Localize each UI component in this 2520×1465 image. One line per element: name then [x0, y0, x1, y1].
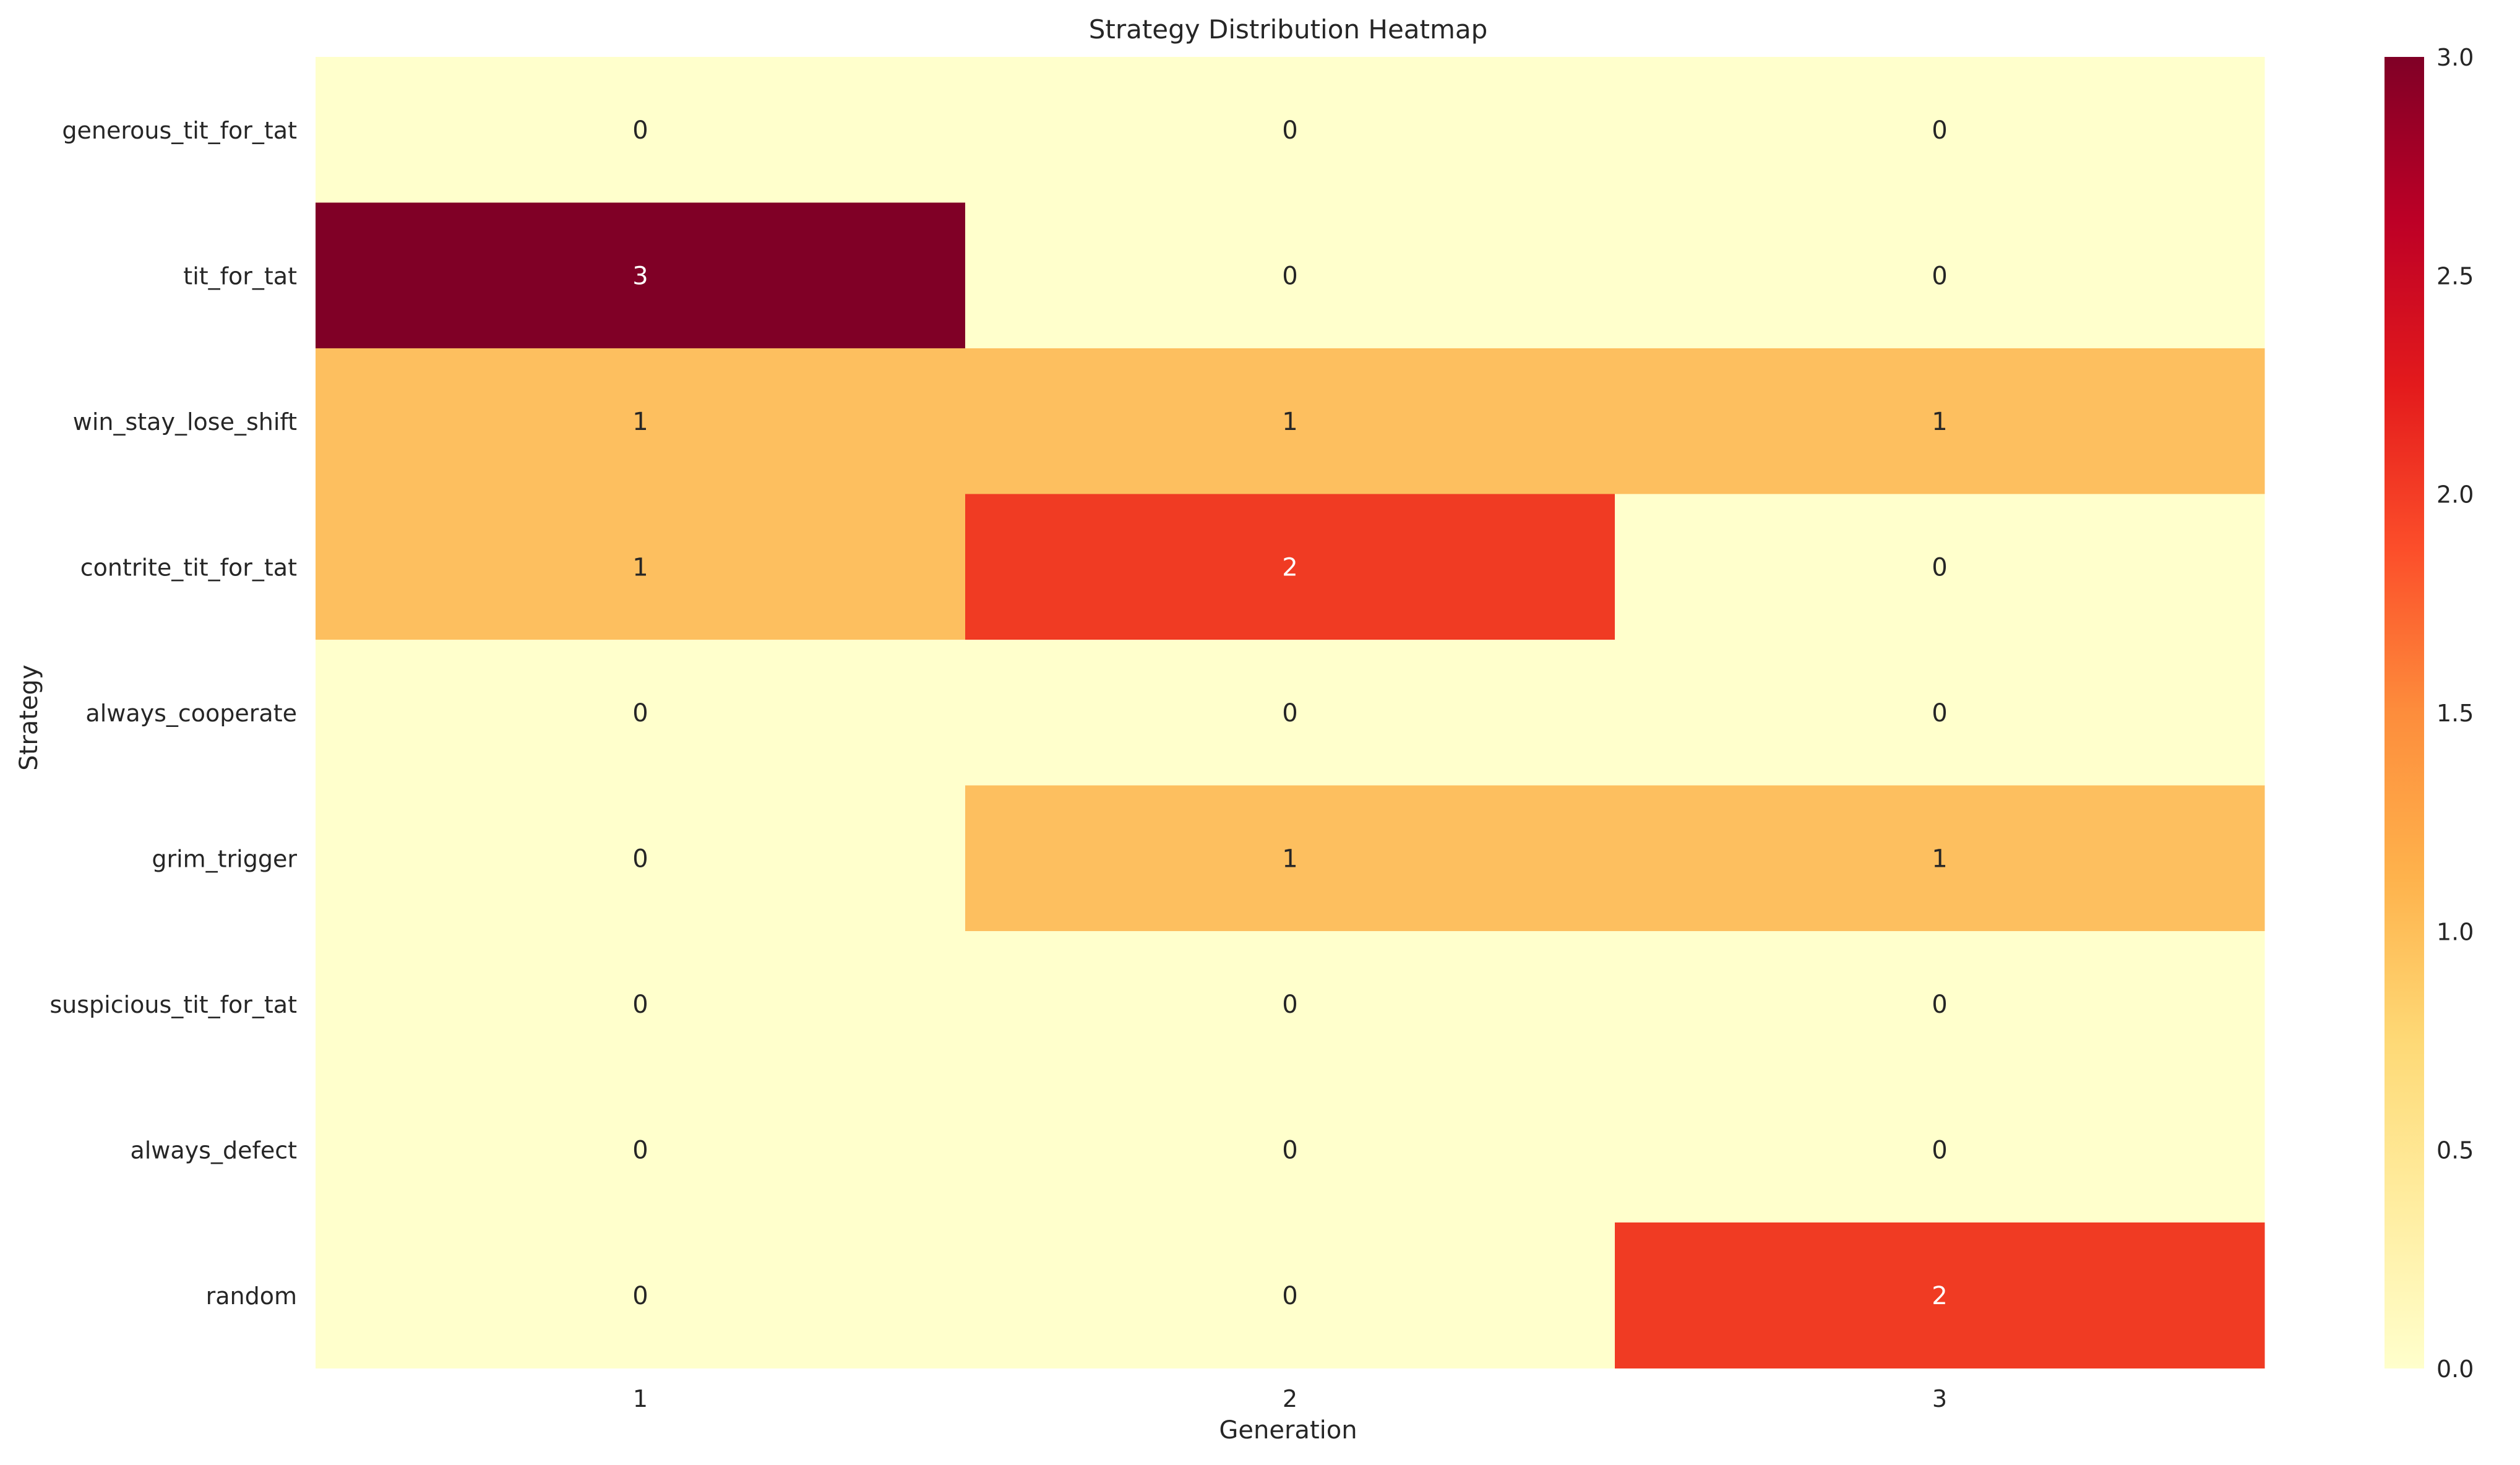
colorbar-tick-label: 0.5 [2436, 1137, 2474, 1164]
heatmap-cell [1615, 931, 2265, 1077]
heatmap-cell [316, 931, 966, 1077]
colorbar-tick-label: 2.5 [2436, 262, 2474, 290]
heatmap-cell [965, 348, 1615, 494]
cell-value-label: 0 [1282, 1136, 1297, 1164]
heatmap-cell [316, 348, 966, 494]
heatmap-cell [316, 785, 966, 932]
heatmap-cell [1615, 57, 2265, 203]
heatmap-cell [316, 1222, 966, 1368]
cell-value-label: 2 [1932, 1282, 1947, 1310]
y-tick-label: suspicious_tit_for_tat [49, 991, 297, 1018]
cell-value-label: 1 [632, 408, 648, 436]
colorbar-tick-label: 3.0 [2436, 44, 2474, 71]
y-tick-label: generous_tit_for_tat [62, 117, 297, 144]
cell-value-label: 0 [1932, 1136, 1947, 1164]
heatmap-cell [1615, 1222, 2265, 1368]
colorbar-tick-labels: 0.0 0.5 1.0 1.5 2.0 2.5 3.0 [2436, 44, 2474, 1383]
cell-value-label: 3 [632, 262, 648, 290]
cell-value-label: 1 [1282, 844, 1297, 873]
heatmap-cell [965, 640, 1615, 786]
cell-value-label: 1 [1932, 844, 1947, 873]
cell-value-label: 0 [1282, 990, 1297, 1019]
x-tick-label: 3 [1932, 1385, 1947, 1412]
heatmap-cell [316, 1076, 966, 1223]
heatmap-cell [1615, 348, 2265, 494]
y-tick-label: win_stay_lose_shift [73, 408, 297, 436]
x-tick-label: 1 [633, 1385, 648, 1412]
cell-value-label: 0 [1932, 553, 1947, 582]
cell-value-label: 0 [1932, 990, 1947, 1019]
cell-value-label: 0 [632, 1136, 648, 1164]
cell-value-label: 0 [632, 699, 648, 728]
colorbar [2385, 57, 2424, 1368]
cell-value-label: 0 [1282, 262, 1297, 290]
cell-value-label: 0 [1282, 1282, 1297, 1310]
heatmap-cell-labels: 0 0 0 3 0 0 1 1 1 1 2 0 0 0 0 0 1 1 0 0 0 0 0 0 0 0 2 [632, 116, 1947, 1310]
heatmap-cell [1615, 640, 2265, 786]
cell-value-label: 2 [1282, 553, 1297, 582]
y-tick-label: contrite_tit_for_tat [80, 554, 297, 581]
heatmap-cell [965, 202, 1615, 349]
colorbar-tick-label: 2.0 [2436, 481, 2474, 509]
y-axis-label: Strategy [15, 664, 43, 770]
heatmap-cell [1615, 1076, 2265, 1223]
cell-value-label: 0 [1282, 699, 1297, 728]
heatmap-cell [316, 57, 966, 203]
heatmap-cell [316, 202, 966, 349]
heatmap-cell [965, 1076, 1615, 1223]
heatmap-cell [965, 1222, 1615, 1368]
heatmap-cell [1615, 494, 2265, 640]
cell-value-label: 0 [632, 844, 648, 873]
cell-value-label: 0 [632, 1282, 648, 1310]
cell-value-label: 1 [1932, 408, 1947, 436]
heatmap-cell [1615, 785, 2265, 932]
cell-value-label: 0 [1282, 116, 1297, 145]
cell-value-label: 1 [1282, 408, 1297, 436]
cell-value-label: 0 [1932, 262, 1947, 290]
colorbar-tick-label: 1.0 [2436, 918, 2474, 945]
chart-title: Strategy Distribution Heatmap [1089, 14, 1488, 45]
heatmap-cell [965, 931, 1615, 1077]
y-tick-label: always_cooperate [85, 700, 297, 727]
y-tick-label: grim_trigger [152, 845, 297, 872]
heatmap-cell [1615, 202, 2265, 349]
cell-value-label: 0 [1932, 116, 1947, 145]
y-tick-label: always_defect [130, 1136, 297, 1164]
heatmap-cell [965, 785, 1615, 932]
x-tick-label: 2 [1283, 1385, 1297, 1412]
y-tick-label: random [206, 1282, 297, 1310]
heatmap-cell [965, 57, 1615, 203]
heatmap-cell [316, 494, 966, 640]
cell-value-label: 1 [632, 553, 648, 582]
colorbar-tick-label: 1.5 [2436, 700, 2474, 727]
x-axis-label: Generation [1219, 1416, 1357, 1445]
x-tick-labels: 1 2 3 [633, 1385, 1947, 1412]
heatmap-cells [316, 57, 2265, 1368]
y-tick-label: tit_for_tat [183, 262, 297, 290]
cell-value-label: 0 [1932, 699, 1947, 728]
heatmap-cell [965, 494, 1615, 640]
cell-value-label: 0 [632, 990, 648, 1019]
cell-value-label: 0 [632, 116, 648, 145]
heatmap-cell [316, 640, 966, 786]
colorbar-tick-label: 0.0 [2436, 1355, 2474, 1383]
y-tick-labels: generous_tit_for_tat tit_for_tat win_stay_… [49, 117, 297, 1310]
